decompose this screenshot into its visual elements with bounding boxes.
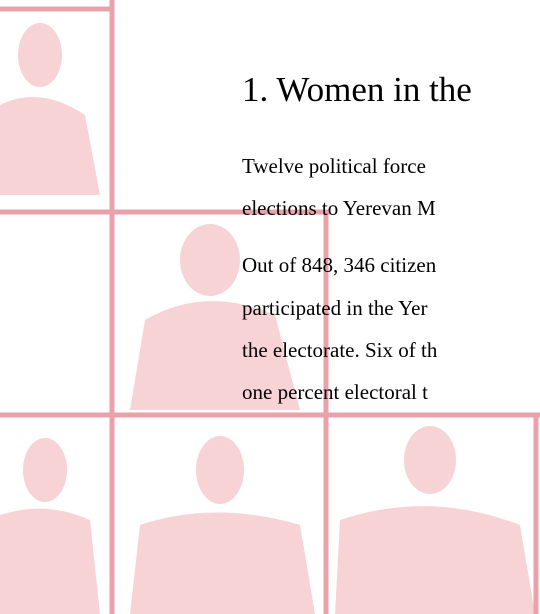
text-line: participated in the Yer: [242, 296, 428, 320]
text-line: the electorate. Six of th: [242, 338, 438, 362]
text-line: Twelve political force: [242, 154, 426, 178]
text-line: one percent electoral t: [242, 380, 428, 404]
silhouettes: [0, 23, 535, 614]
section-heading: 1. Women in the: [242, 70, 472, 109]
text-line: elections to Yerevan M: [242, 196, 436, 220]
text-line: Out of 848, 346 citizen: [242, 253, 437, 277]
